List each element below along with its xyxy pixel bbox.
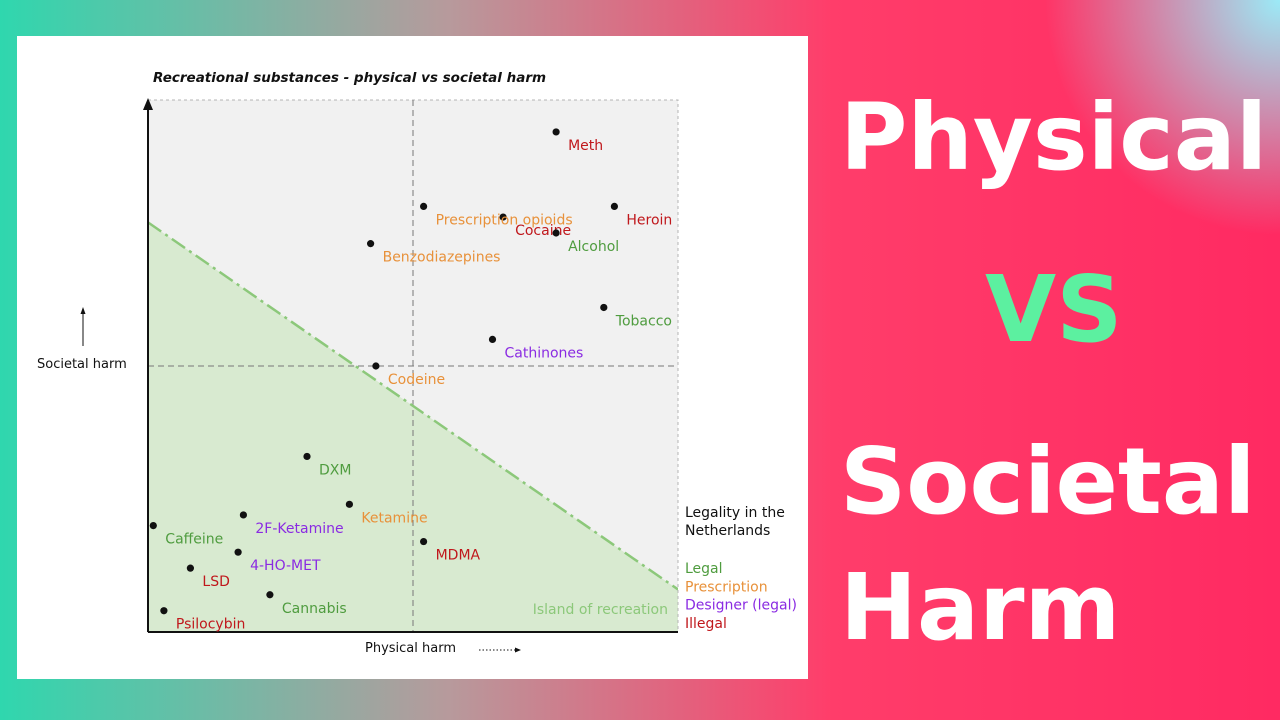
point-cathinones bbox=[488, 335, 497, 343]
point-label-meth: Meth bbox=[568, 138, 603, 154]
point-label-cannabis: Cannabis bbox=[282, 601, 347, 617]
legend: Legality in the Netherlands Legal Prescri… bbox=[685, 505, 797, 632]
y-axis-label-arrowhead bbox=[80, 307, 86, 314]
zone-label: Island of recreation bbox=[533, 602, 668, 618]
scatter-chart: Recreational substances - physical vs so… bbox=[37, 70, 797, 656]
recreation-zone-boundary bbox=[148, 221, 678, 591]
chart-title: Recreational substances - physical vs so… bbox=[153, 70, 546, 86]
x-axis-label: Physical harm bbox=[365, 641, 456, 656]
legend-entry-prescription: Prescription bbox=[685, 579, 768, 595]
point-label-lsd: LSD bbox=[202, 574, 229, 590]
point-cocaine bbox=[499, 213, 507, 221]
headline-physical: Physical bbox=[840, 84, 1268, 191]
point-cannabis bbox=[266, 591, 274, 599]
headline-vs: VS bbox=[985, 256, 1123, 363]
point-prescription-opioids bbox=[420, 202, 428, 210]
point-meth bbox=[552, 128, 560, 136]
point-ketamine bbox=[345, 500, 353, 508]
legend-entry-illegal: Illegal bbox=[685, 616, 727, 632]
point-mdma bbox=[420, 537, 428, 546]
y-axis-arrow bbox=[143, 98, 153, 110]
point-label-2f-ketamine: 2F-Ketamine bbox=[255, 521, 343, 537]
point-dxm bbox=[303, 452, 311, 461]
point-label-alcohol: Alcohol bbox=[568, 239, 619, 255]
headline-societal: Societal bbox=[840, 428, 1256, 535]
point-benzodiazepines bbox=[367, 240, 375, 248]
point-label-heroin: Heroin bbox=[626, 212, 672, 228]
point-label-codeine: Codeine bbox=[388, 372, 445, 388]
point-psilocybin bbox=[160, 607, 168, 615]
point-label-benzodiazepines: Benzodiazepines bbox=[383, 250, 501, 266]
x-axis-label-arrowhead bbox=[515, 647, 521, 653]
point-2f-ketamine bbox=[239, 511, 247, 519]
point-label-prescription-opioids: Prescription opioids bbox=[436, 212, 573, 228]
point-label-tobacco: Tobacco bbox=[615, 313, 672, 329]
point-tobacco bbox=[600, 303, 608, 312]
chart-panel: Recreational substances - physical vs so… bbox=[17, 36, 808, 679]
point-codeine bbox=[372, 362, 380, 370]
point-4-ho-met bbox=[234, 548, 242, 556]
point-label-caffeine: Caffeine bbox=[165, 532, 223, 548]
point-label-cathinones: Cathinones bbox=[505, 345, 584, 361]
point-heroin bbox=[610, 202, 619, 210]
legend-entry-designer-legal: Designer (legal) bbox=[685, 598, 797, 614]
point-label-mdma: MDMA bbox=[436, 548, 481, 564]
point-caffeine bbox=[149, 522, 157, 530]
legend-entry-legal: Legal bbox=[685, 561, 723, 577]
point-label-dxm: DXM bbox=[319, 462, 351, 478]
y-axis-label: Societal harm bbox=[37, 357, 127, 372]
legend-title: Legality in the Netherlands bbox=[685, 505, 789, 539]
point-alcohol bbox=[552, 229, 560, 237]
point-label-psilocybin: Psilocybin bbox=[176, 617, 245, 633]
point-label-ketamine: Ketamine bbox=[361, 510, 427, 526]
recreation-zone bbox=[148, 222, 678, 632]
headline-harm: Harm bbox=[840, 554, 1121, 661]
point-label-4-ho-met: 4-HO-MET bbox=[250, 558, 321, 574]
point-lsd bbox=[186, 564, 194, 572]
legend-entries: Legal Prescription Designer (legal) Illegal bbox=[685, 561, 797, 632]
